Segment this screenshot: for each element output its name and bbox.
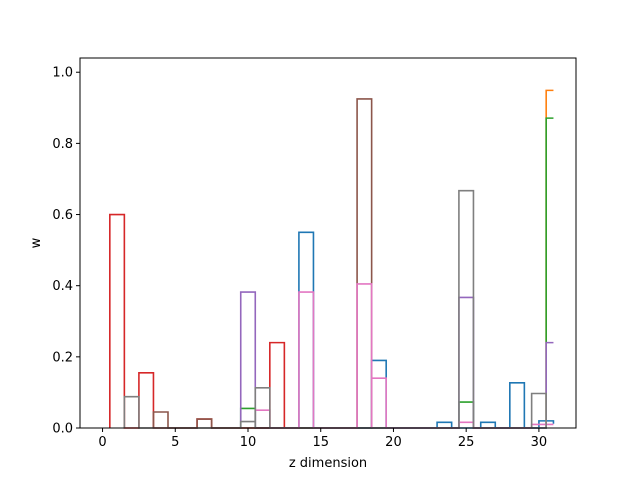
x-tick-label: 5 bbox=[171, 435, 179, 450]
y-tick-label: 0.2 bbox=[52, 350, 73, 365]
x-axis-label: z dimension bbox=[289, 456, 367, 471]
series-7-line bbox=[254, 283, 554, 429]
x-tick-label: 30 bbox=[531, 435, 548, 450]
y-tick-label: 0.4 bbox=[52, 279, 73, 294]
y-tick-label: 0.8 bbox=[52, 137, 73, 152]
x-tick-label: 25 bbox=[458, 435, 475, 450]
x-tick-label: 0 bbox=[98, 435, 106, 450]
x-tick-label: 10 bbox=[240, 435, 257, 450]
x-tick-label: 15 bbox=[312, 435, 329, 450]
x-axis-ticks: 0 5 10 15 20 25 30 bbox=[98, 428, 547, 450]
series-3-line bbox=[239, 117, 554, 429]
y-tick-label: 0.6 bbox=[52, 208, 73, 223]
y-tick-label: 0.0 bbox=[52, 422, 73, 437]
plot-area bbox=[109, 89, 555, 429]
y-axis-label: w bbox=[29, 237, 44, 248]
y-tick-label: 1.0 bbox=[52, 66, 73, 81]
series-1-line bbox=[298, 231, 555, 429]
y-axis-ticks: 0.0 0.2 0.4 0.6 0.8 1.0 bbox=[52, 66, 80, 437]
series-5-line bbox=[239, 291, 554, 429]
series-2-line bbox=[545, 89, 554, 428]
series-6-line bbox=[152, 98, 373, 429]
x-tick-label: 20 bbox=[385, 435, 402, 450]
series-8-line bbox=[123, 189, 547, 429]
axes-frame bbox=[79, 57, 577, 429]
